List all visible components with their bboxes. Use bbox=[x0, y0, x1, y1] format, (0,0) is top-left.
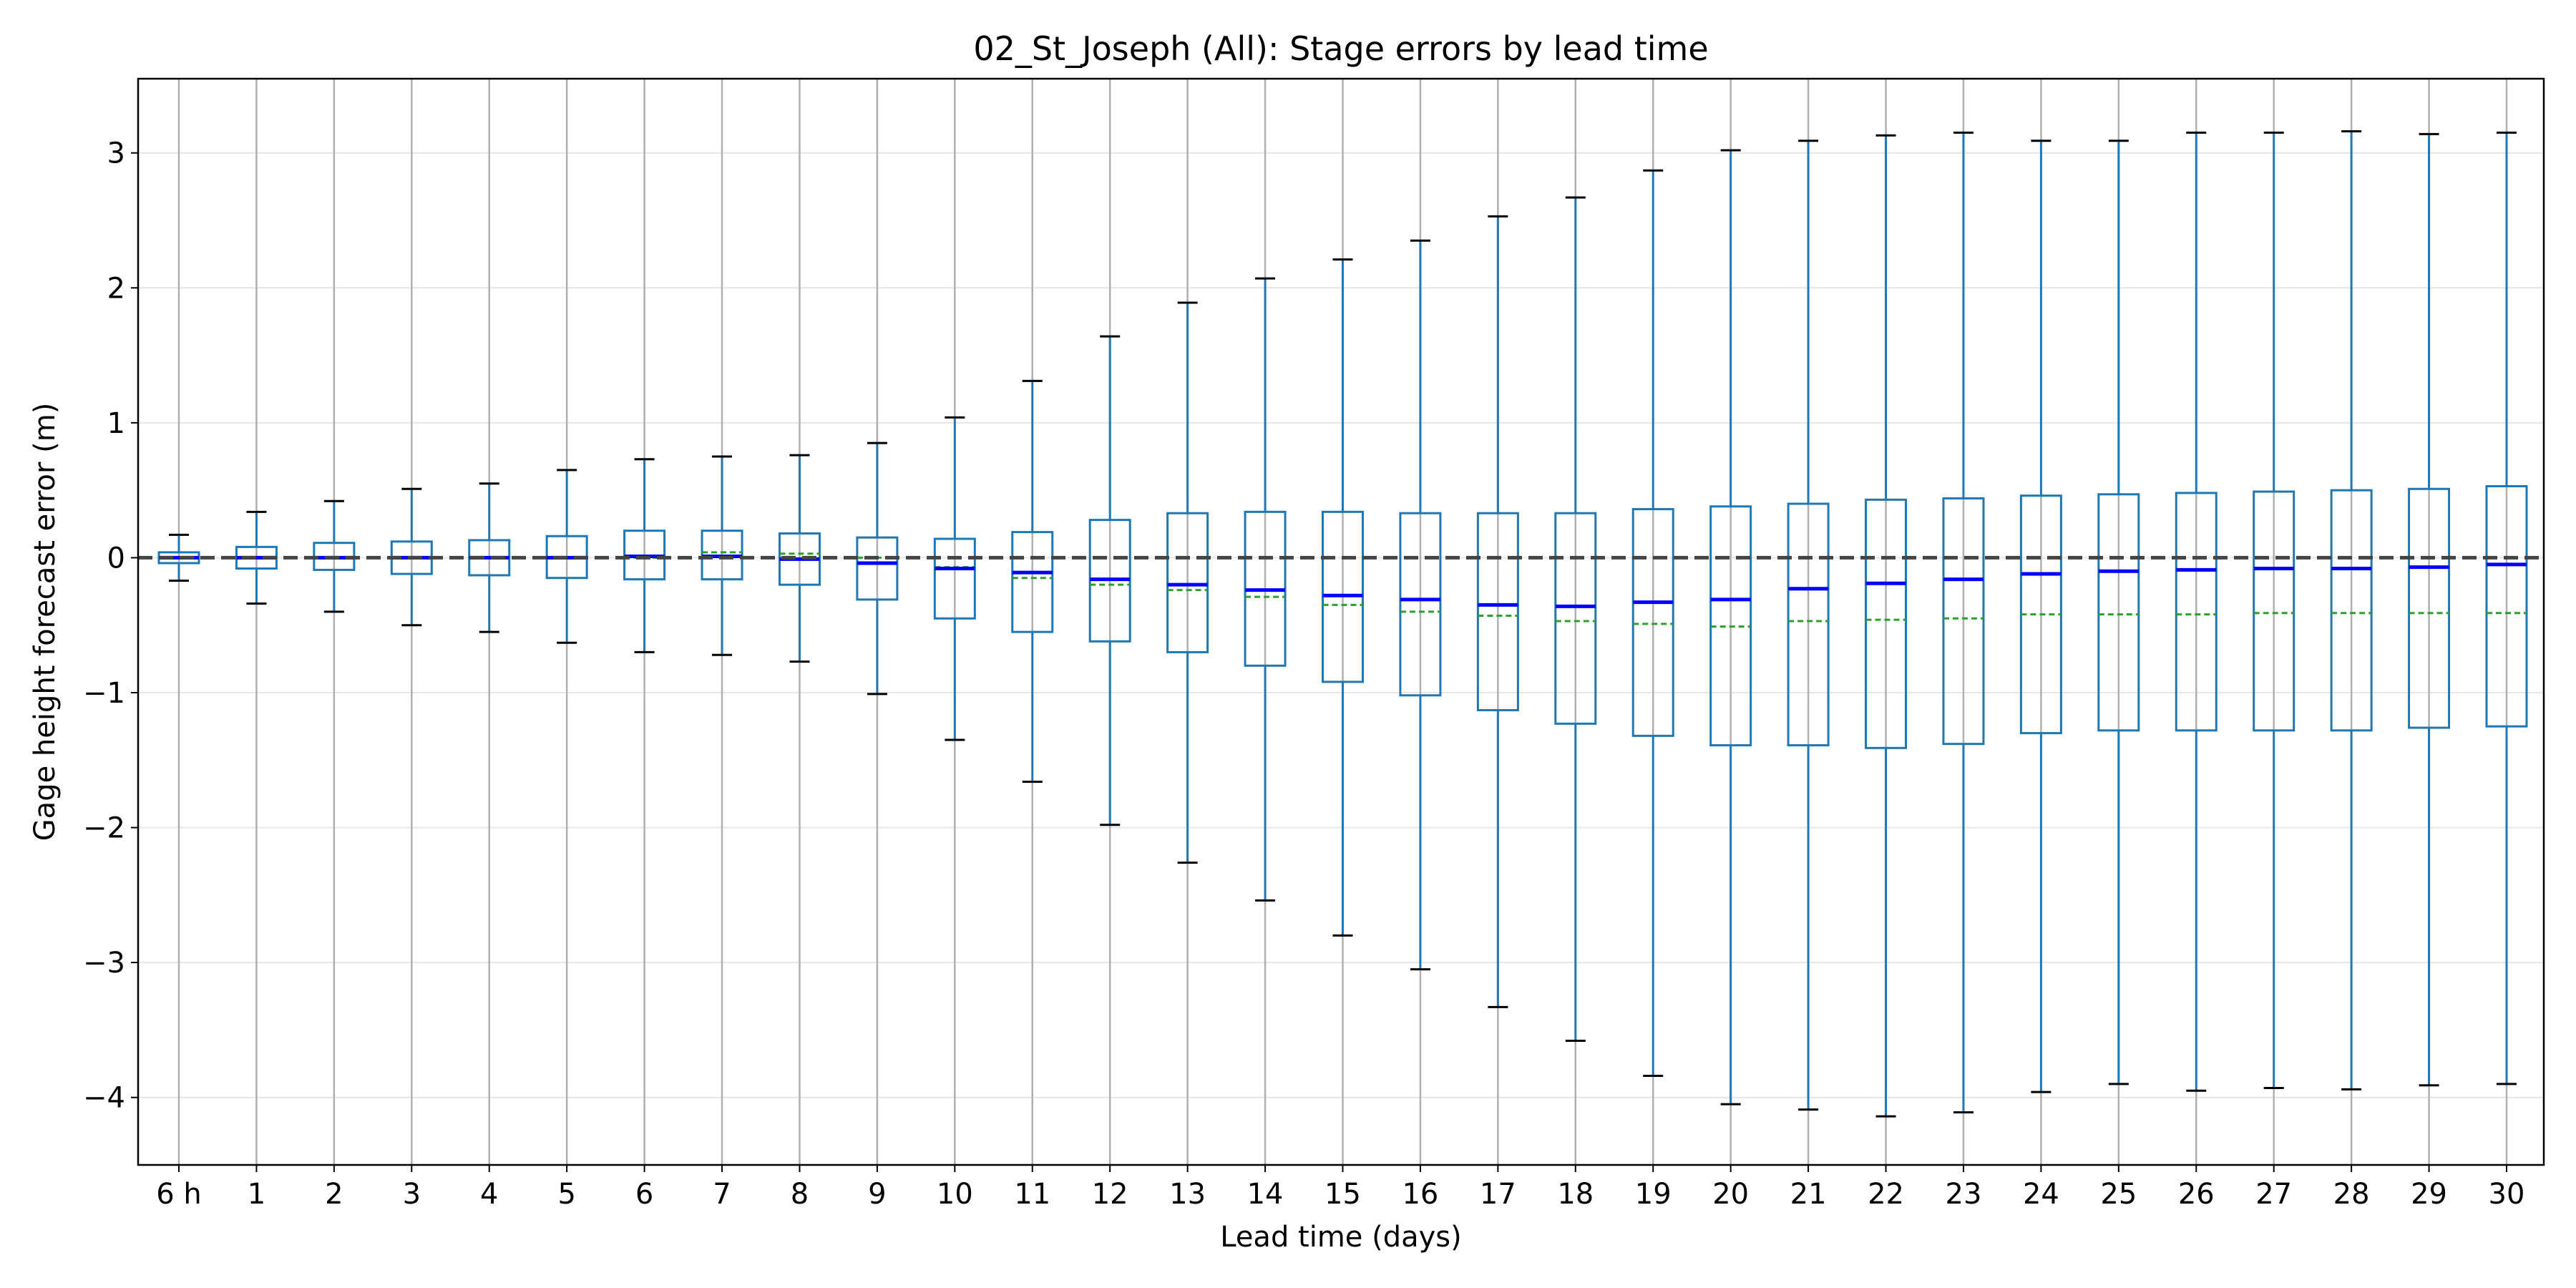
x-tick-label: 9 bbox=[868, 1178, 886, 1211]
box-25 bbox=[2097, 140, 2140, 1085]
box-15 bbox=[1322, 258, 1364, 937]
x-tick-label: 13 bbox=[1169, 1178, 1206, 1211]
box-16 bbox=[1399, 239, 1442, 971]
box-13 bbox=[1166, 301, 1209, 864]
box-29 bbox=[2408, 132, 2451, 1087]
box-19 bbox=[1631, 169, 1674, 1078]
x-tick-label: 27 bbox=[2255, 1178, 2292, 1211]
x-axis-ticks: 6 h 1 2 3 4 5 6 7 8 9 10 11 12 13 14 15 16 17 18 19 20 21 22 23… bbox=[156, 1165, 2524, 1211]
iqr-box bbox=[2097, 493, 2140, 732]
iqr-box bbox=[1399, 512, 1442, 697]
box-22 bbox=[1865, 134, 1908, 1118]
x-tick-label: 29 bbox=[2411, 1178, 2447, 1211]
iqr-box bbox=[1865, 498, 1908, 749]
box-28 bbox=[2330, 130, 2373, 1091]
x-tick-label: 22 bbox=[1868, 1178, 1904, 1211]
box-30 bbox=[2485, 131, 2528, 1085]
box-12 bbox=[1088, 335, 1131, 826]
y-tick-label: 0 bbox=[107, 542, 125, 575]
x-tick-label: 8 bbox=[791, 1178, 809, 1211]
y-tick-label: −2 bbox=[83, 812, 125, 845]
x-tick-label: 5 bbox=[557, 1178, 575, 1211]
x-tick-label: 16 bbox=[1402, 1178, 1438, 1211]
x-tick-label: 6 h bbox=[156, 1178, 202, 1211]
x-tick-label: 17 bbox=[1480, 1178, 1516, 1211]
box-10 bbox=[933, 416, 976, 741]
iqr-box bbox=[856, 536, 899, 601]
plot-frame bbox=[137, 77, 2545, 1166]
iqr-box bbox=[1554, 512, 1597, 725]
x-tick-label: 1 bbox=[248, 1178, 265, 1211]
y-tick-label: −4 bbox=[83, 1082, 125, 1115]
x-tick-label: 14 bbox=[1247, 1178, 1284, 1211]
x-tick-label: 2 bbox=[325, 1178, 343, 1211]
x-tick-label: 19 bbox=[1635, 1178, 1672, 1211]
x-tick-label: 4 bbox=[480, 1178, 498, 1211]
y-tick-label: −1 bbox=[83, 677, 125, 710]
x-tick-label: 18 bbox=[1557, 1178, 1594, 1211]
iqr-box bbox=[933, 537, 976, 620]
x-tick-label: 30 bbox=[2489, 1178, 2525, 1211]
x-axis-label: Lead time (days) bbox=[1220, 1221, 1462, 1254]
box-17 bbox=[1476, 215, 1519, 1008]
iqr-box bbox=[1942, 497, 1985, 746]
box-18 bbox=[1554, 196, 1597, 1043]
box-20 bbox=[1709, 149, 1752, 1106]
iqr-box bbox=[1011, 531, 1054, 633]
y-tick-label: −3 bbox=[83, 947, 125, 980]
x-tick-label: 23 bbox=[1946, 1178, 1982, 1211]
iqr-box bbox=[2175, 492, 2218, 732]
box-11 bbox=[1011, 379, 1054, 783]
boxes-layer bbox=[157, 130, 2528, 1118]
y-tick-label: 1 bbox=[107, 407, 125, 440]
box-9 bbox=[856, 441, 899, 696]
iqr-box bbox=[2485, 484, 2528, 728]
x-tick-label: 6 bbox=[635, 1178, 653, 1211]
box-23 bbox=[1942, 131, 1985, 1113]
x-tick-label: 10 bbox=[937, 1178, 973, 1211]
y-tick-label: 3 bbox=[107, 137, 125, 170]
y-axis-ticks: 3 2 1 0 −1 −2 −3 −4 bbox=[83, 137, 138, 1115]
x-tick-label: 28 bbox=[2333, 1178, 2370, 1211]
box-27 bbox=[2253, 131, 2296, 1090]
x-tick-label: 15 bbox=[1324, 1178, 1361, 1211]
x-tick-label: 26 bbox=[2178, 1178, 2215, 1211]
iqr-box bbox=[1787, 502, 1830, 747]
box-21 bbox=[1787, 140, 1830, 1111]
y-tick-label: 2 bbox=[107, 272, 125, 305]
x-tick-label: 25 bbox=[2100, 1178, 2137, 1211]
chart-title: 02_St_Joseph (All): Stage errors by lead… bbox=[973, 29, 1708, 68]
x-tick-label: 20 bbox=[1712, 1178, 1749, 1211]
x-tick-label: 11 bbox=[1014, 1178, 1050, 1211]
iqr-box bbox=[2253, 490, 2296, 732]
iqr-box bbox=[1476, 512, 1519, 712]
y-axis-label: Gage height forecast error (m) bbox=[29, 403, 62, 841]
iqr-box bbox=[1166, 512, 1209, 653]
box-8 bbox=[778, 454, 821, 663]
iqr-box bbox=[2408, 487, 2451, 729]
x-tick-label: 24 bbox=[2023, 1178, 2059, 1211]
iqr-box bbox=[2330, 489, 2373, 732]
box-14 bbox=[1244, 277, 1287, 902]
x-tick-label: 3 bbox=[403, 1178, 421, 1211]
box-24 bbox=[2019, 140, 2062, 1093]
iqr-box bbox=[1631, 508, 1674, 737]
x-tick-label: 21 bbox=[1790, 1178, 1827, 1211]
x-tick-label: 12 bbox=[1092, 1178, 1128, 1211]
x-tick-label: 7 bbox=[713, 1178, 731, 1211]
box-26 bbox=[2175, 131, 2218, 1092]
